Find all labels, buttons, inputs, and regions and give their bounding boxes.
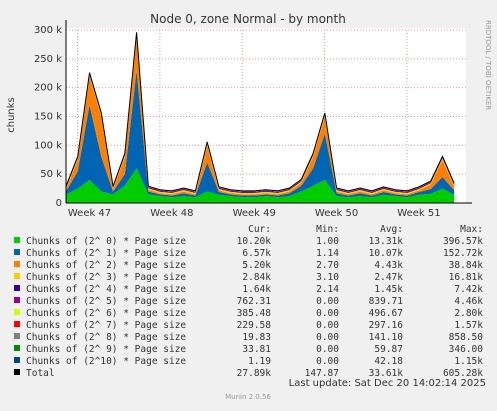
legend-stat: 141.10 <box>369 332 404 343</box>
y-tick-label: 150 k <box>34 112 62 123</box>
footer: Munin 2.0.56 <box>225 393 271 401</box>
legend-stat: 152.72k <box>443 248 483 259</box>
legend-stat: 2.80k <box>454 308 483 319</box>
legend-stat: 1.45k <box>374 284 403 295</box>
legend-stat: 2.47k <box>374 272 403 283</box>
legend-stat: 496.67 <box>369 308 403 319</box>
legend-stat: 147.87 <box>305 368 339 379</box>
legend-swatch <box>14 333 20 339</box>
legend-header: Max: <box>460 224 483 235</box>
legend-stat: 3.10 <box>316 272 339 283</box>
y-tick-label: 250 k <box>34 54 62 65</box>
x-tick-label: Week 47 <box>68 208 111 219</box>
x-tick-label: Week 48 <box>150 208 193 219</box>
x-tick-label: Week 50 <box>315 208 358 219</box>
legend-stat: 5.20k <box>242 260 271 271</box>
legend-stat: 33.61k <box>369 368 404 379</box>
legend-stat: 19.83 <box>242 332 271 343</box>
legend-stat: 59.87 <box>374 344 403 355</box>
legend-swatch <box>14 261 20 267</box>
legend-stat: 0.00 <box>316 356 339 367</box>
legend-stat: 27.89k <box>237 368 272 379</box>
legend-stat: 7.42k <box>454 284 483 295</box>
legend-stat: 1.19 <box>248 356 271 367</box>
legend-stat: 42.18 <box>374 356 403 367</box>
legend-label: Chunks of (2^ 4) * Page size <box>26 284 186 295</box>
legend-stat: 13.31k <box>369 236 404 247</box>
legend-swatch <box>14 285 20 291</box>
legend-stat: 1.14 <box>316 248 339 259</box>
legend-label: Chunks of (2^ 6) * Page size <box>26 308 186 319</box>
legend-stat: 0.00 <box>316 296 339 307</box>
legend-label: Chunks of (2^ 5) * Page size <box>26 296 186 307</box>
side-text: RRDTOOL / TOBI OETIKER <box>484 20 492 110</box>
legend-label: Chunks of (2^ 8) * Page size <box>26 332 186 343</box>
y-tick-label: 300 k <box>34 25 62 36</box>
legend-label: Chunks of (2^ 3) * Page size <box>26 272 186 283</box>
legend-stat: 38.84k <box>449 260 484 271</box>
legend-stat: 858.50 <box>449 332 484 343</box>
legend-label: Chunks of (2^ 1) * Page size <box>26 248 186 259</box>
legend-stat: 4.43k <box>374 260 403 271</box>
legend-stat: 4.46k <box>454 296 483 307</box>
legend-stat: 16.81k <box>449 272 484 283</box>
y-tick-label: 100 k <box>34 140 62 151</box>
legend-stat: 0.00 <box>316 332 339 343</box>
legend-swatch <box>14 357 20 363</box>
area <box>66 168 455 203</box>
legend-swatch <box>14 297 20 303</box>
legend-swatch <box>14 273 20 279</box>
legend-stat: 346.00 <box>449 344 484 355</box>
legend-stat: 6.57k <box>242 248 271 259</box>
legend-stat: 229.58 <box>237 320 272 331</box>
legend-stat: 297.16 <box>369 320 404 331</box>
legend-stat: 762.31 <box>237 296 272 307</box>
area <box>66 70 455 198</box>
legend-header: Min: <box>316 224 339 235</box>
legend-stat: 0.00 <box>316 344 339 355</box>
chart-title: Node 0, zone Normal - by month <box>150 12 346 26</box>
legend-header: Cur: <box>248 224 271 235</box>
y-tick-label: 0 <box>56 198 62 209</box>
legend-stat: 605.28k <box>443 368 483 379</box>
legend-label: Chunks of (2^ 0) * Page size <box>26 236 186 247</box>
legend-stat: 1.15k <box>454 356 483 367</box>
total-line <box>65 32 455 192</box>
legend-swatch <box>14 321 20 327</box>
legend-swatch <box>14 249 20 255</box>
legend-stat: 396.57k <box>443 236 483 247</box>
y-tick-label: 200 k <box>34 83 62 94</box>
legend-swatch <box>14 369 20 375</box>
legend-label: Chunks of (2^ 2) * Page size <box>26 260 186 271</box>
y-tick-label: 50 k <box>40 169 62 180</box>
legend-stat: 10.07k <box>369 248 404 259</box>
legend-swatch <box>14 237 20 243</box>
legend-stat: 0.00 <box>316 320 339 331</box>
legend-stat: 2.70 <box>316 260 339 271</box>
legend-stat: 0.00 <box>316 308 339 319</box>
legend-label: Total <box>26 368 55 379</box>
last-update: Last update: Sat Dec 20 14:02:14 2025 <box>289 378 486 389</box>
legend-label: Chunks of (2^ 9) * Page size <box>26 344 186 355</box>
x-tick-label: Week 49 <box>233 208 276 219</box>
legend-stat: 2.84k <box>242 272 271 283</box>
legend-stat: 10.20k <box>237 236 272 247</box>
legend-stat: 1.57k <box>454 320 483 331</box>
legend-label: Chunks of (2^ 7) * Page size <box>26 320 186 331</box>
x-tick-label: Week 51 <box>397 208 440 219</box>
legend-stat: 1.64k <box>242 284 271 295</box>
legend-stat: 1.00 <box>316 236 339 247</box>
legend-swatch <box>14 345 20 351</box>
legend-swatch <box>14 309 20 315</box>
legend-stat: 839.71 <box>369 296 404 307</box>
y-axis-label: chunks <box>6 97 17 133</box>
legend-stat: 2.14 <box>316 284 339 295</box>
legend-stat: 33.81 <box>242 344 271 355</box>
legend-label: Chunks of (2^10) * Page size <box>26 356 186 367</box>
legend-stat: 385.48 <box>237 308 272 319</box>
legend-header: Avg: <box>380 224 403 235</box>
